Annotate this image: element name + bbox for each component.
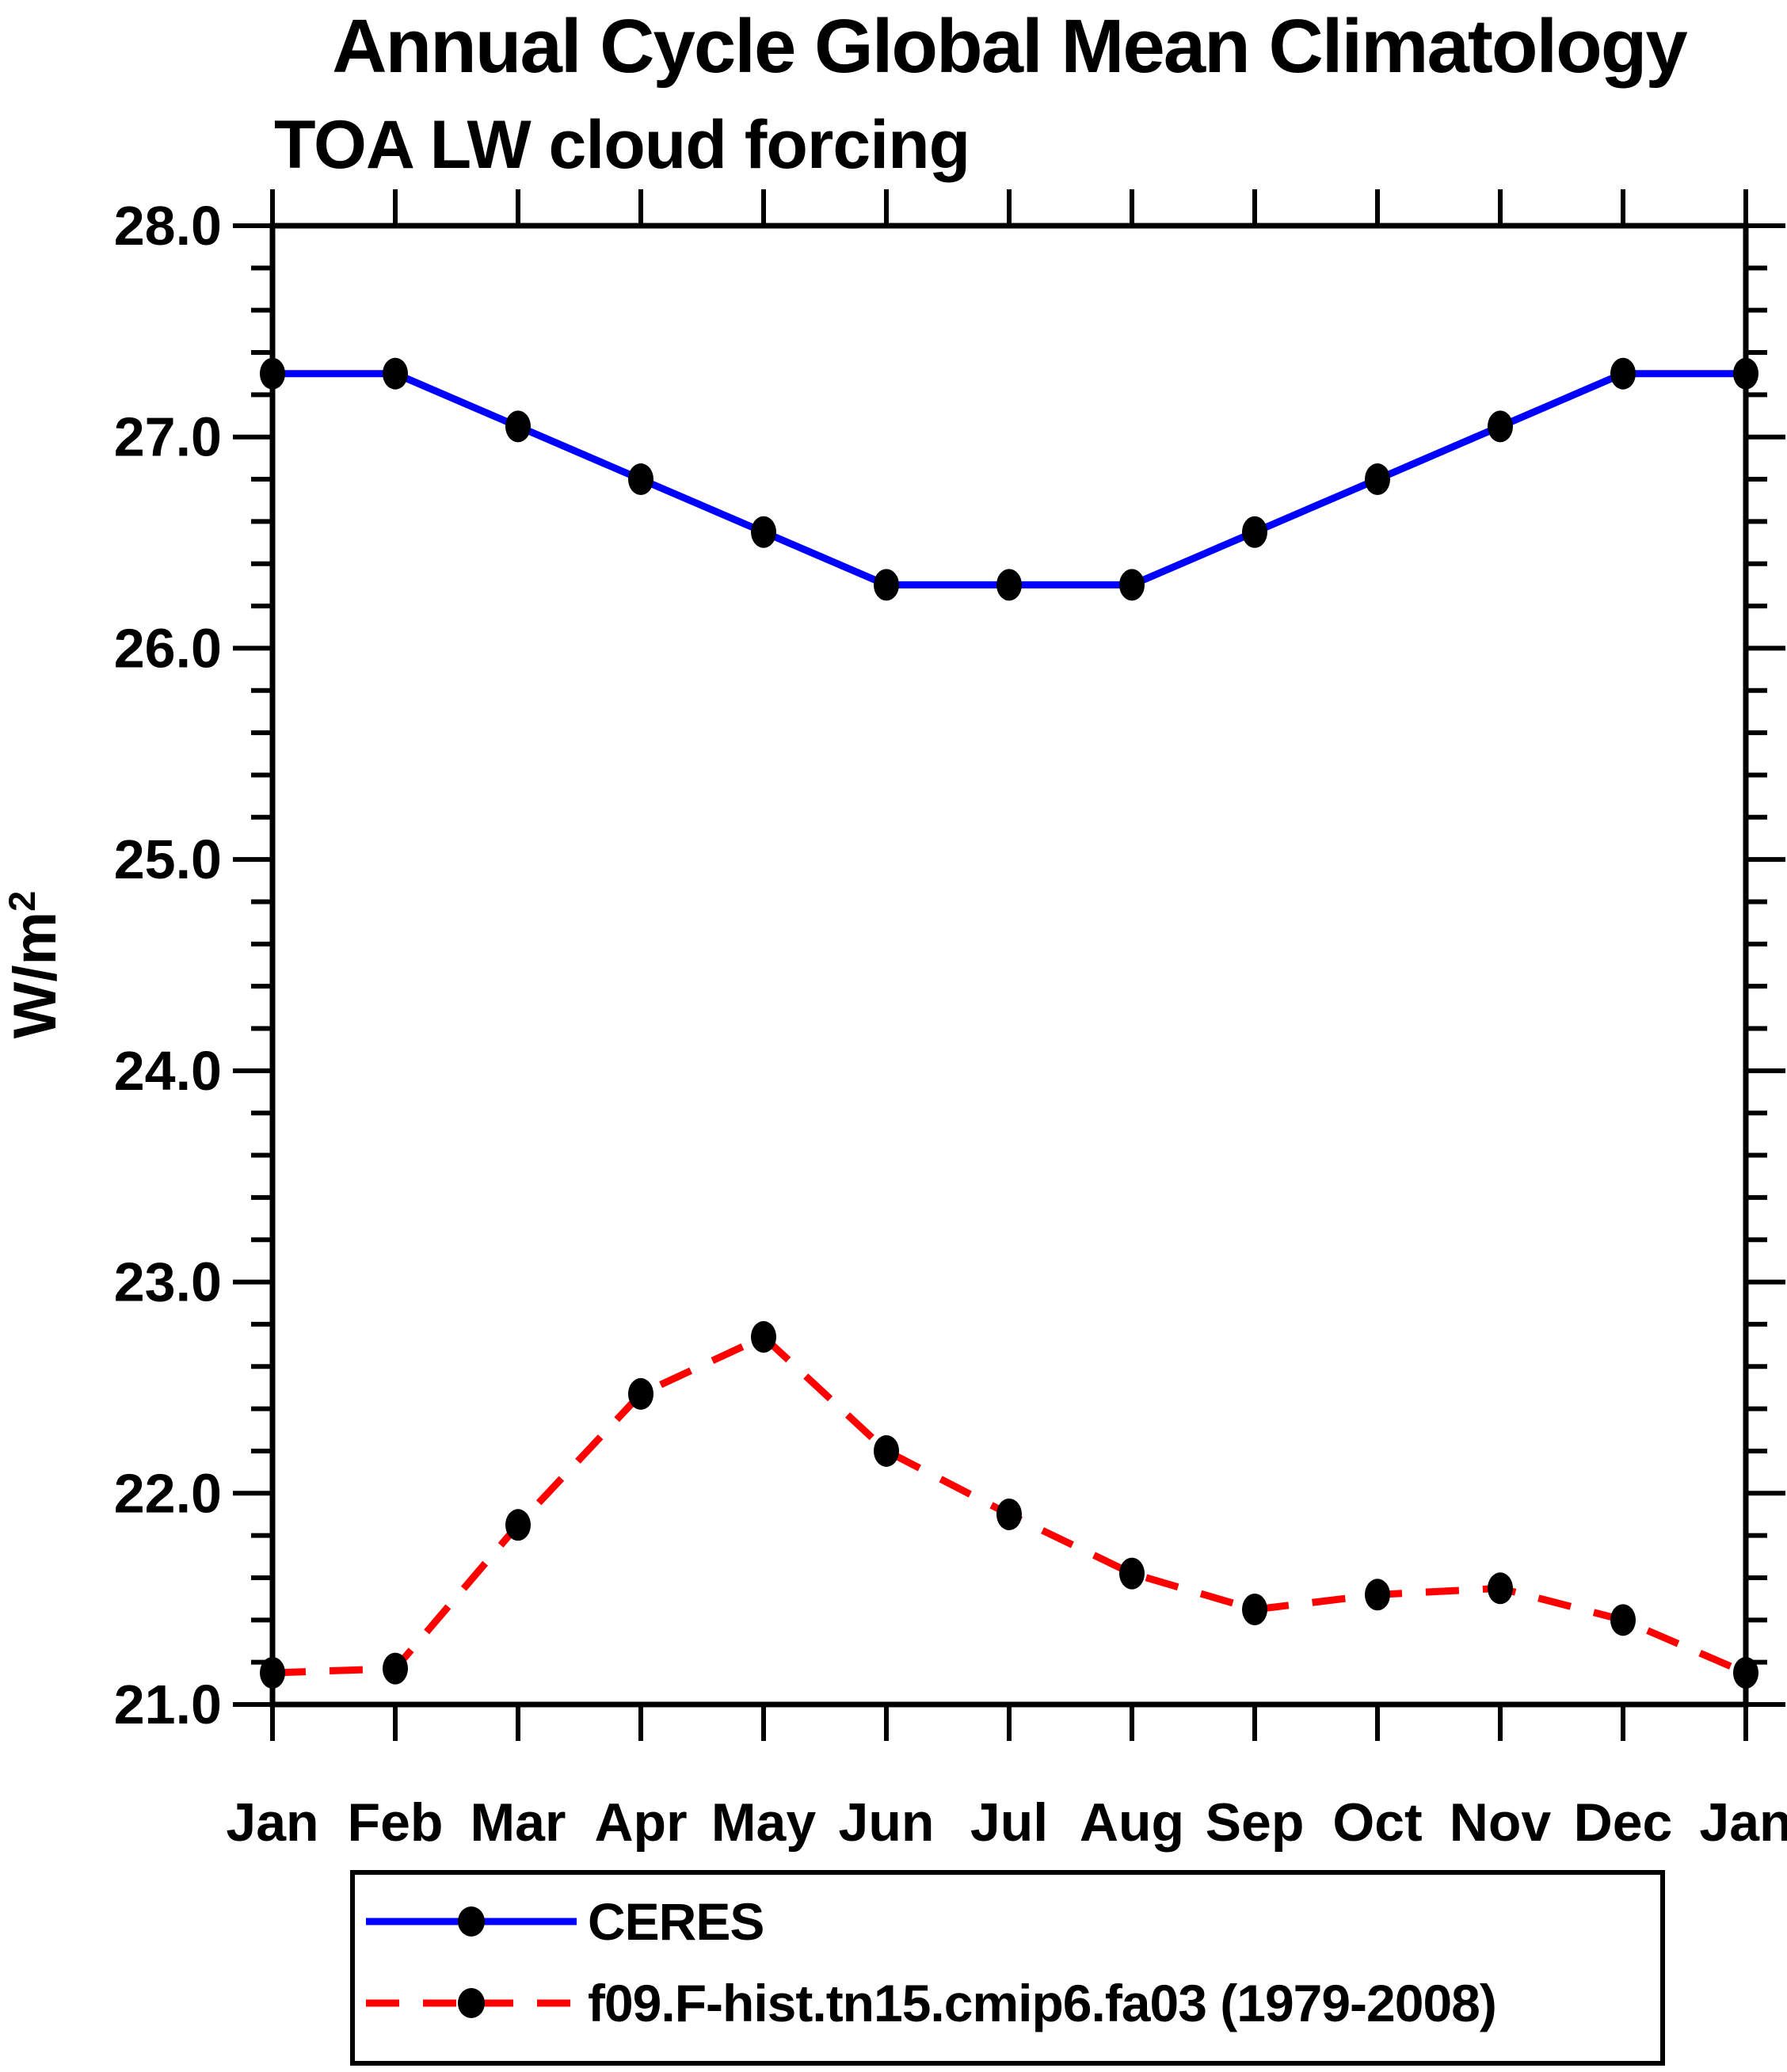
y-tick-label: 28.0	[114, 195, 222, 257]
ceres-data-point-marker	[1488, 410, 1513, 443]
y-axis-label-text: W/m	[2, 911, 70, 1039]
legend-label-ceres: CERES	[588, 1892, 764, 1951]
model-data-point-marker	[1488, 1572, 1513, 1605]
plot-frame	[269, 223, 1749, 1708]
ceres-data-point-marker	[996, 569, 1022, 601]
model-data-point-marker	[1242, 1593, 1267, 1625]
legend-item-ceres: CERES	[360, 1886, 1660, 1957]
legend-marker	[458, 1988, 485, 2018]
legend-marker	[458, 1906, 485, 1937]
x-tick-label: Apr	[594, 1792, 687, 1853]
x-tick-label: Mar	[471, 1792, 566, 1853]
y-tick-label: 21.0	[114, 1674, 222, 1735]
x-tick-label: Nov	[1450, 1792, 1552, 1853]
model-data-point-marker	[628, 1377, 653, 1410]
x-tick-label: Dec	[1574, 1792, 1673, 1853]
model-data-point-marker	[260, 1656, 285, 1689]
ceres-data-point-marker	[260, 357, 285, 390]
y-tick-label: 22.0	[114, 1462, 222, 1524]
x-tick-label: May	[711, 1792, 816, 1853]
ceres-data-point-marker	[628, 463, 653, 496]
x-tick-label: Oct	[1332, 1792, 1422, 1853]
model-data-point-marker	[1610, 1604, 1636, 1636]
ceres-data-point-marker	[751, 516, 776, 548]
ceres-data-point-marker	[1365, 463, 1390, 496]
y-tick-label: 27.0	[114, 406, 222, 468]
model-data-point-marker	[996, 1498, 1022, 1530]
model-data-point-marker	[383, 1652, 408, 1685]
y-tick-label: 26.0	[114, 617, 222, 679]
ceres-data-point-marker	[1733, 357, 1758, 390]
y-tick-label: 25.0	[114, 828, 222, 890]
model-line-sample	[366, 1988, 577, 2018]
x-tick-label: Jan	[1699, 1792, 1787, 1853]
legend-label-model: f09.F-hist.tn15.cmip6.fa03 (1979-2008)	[588, 1974, 1497, 2032]
model-data-point-marker	[751, 1320, 776, 1353]
ceres-data-point-marker	[505, 410, 531, 443]
ceres-data-point-marker	[874, 569, 899, 601]
ceres-line-sample	[366, 1906, 577, 1937]
ceres-data-point-marker	[1119, 569, 1145, 601]
legend-item-model: f09.F-hist.tn15.cmip6.fa03 (1979-2008)	[360, 1967, 1660, 2039]
chart-subtitle: TOA LW cloud forcing	[274, 107, 970, 183]
x-tick-label: Sep	[1206, 1792, 1305, 1853]
x-tick-label: Jan	[226, 1792, 318, 1853]
y-axis-label: W/m2	[0, 891, 70, 1039]
x-tick-label: Feb	[348, 1792, 444, 1853]
x-tick-label: Jun	[839, 1792, 935, 1853]
x-tick-label: Aug	[1080, 1792, 1184, 1853]
ceres-line	[272, 370, 1746, 588]
x-tick-label: Jul	[970, 1792, 1048, 1853]
model-data-point-marker	[1365, 1579, 1390, 1611]
ceres-data-point-marker	[1610, 357, 1636, 390]
y-tick-label: 24.0	[114, 1040, 222, 1102]
ceres-data-point-marker	[1242, 516, 1267, 548]
y-axis-label-exponent: 2	[0, 890, 43, 912]
chart-title: Annual Cycle Global Mean Climatology	[332, 4, 1688, 89]
y-tick-label: 23.0	[114, 1251, 222, 1313]
model-data-point-marker	[874, 1434, 899, 1467]
ceres-data-point-marker	[383, 357, 408, 390]
model-data-point-marker	[505, 1509, 531, 1541]
model-data-point-marker	[1733, 1656, 1758, 1689]
model-data-point-marker	[1119, 1557, 1145, 1590]
legend: CERES f09.F-hist.tn15.cmip6.fa03 (1979-2…	[350, 1870, 1665, 2066]
